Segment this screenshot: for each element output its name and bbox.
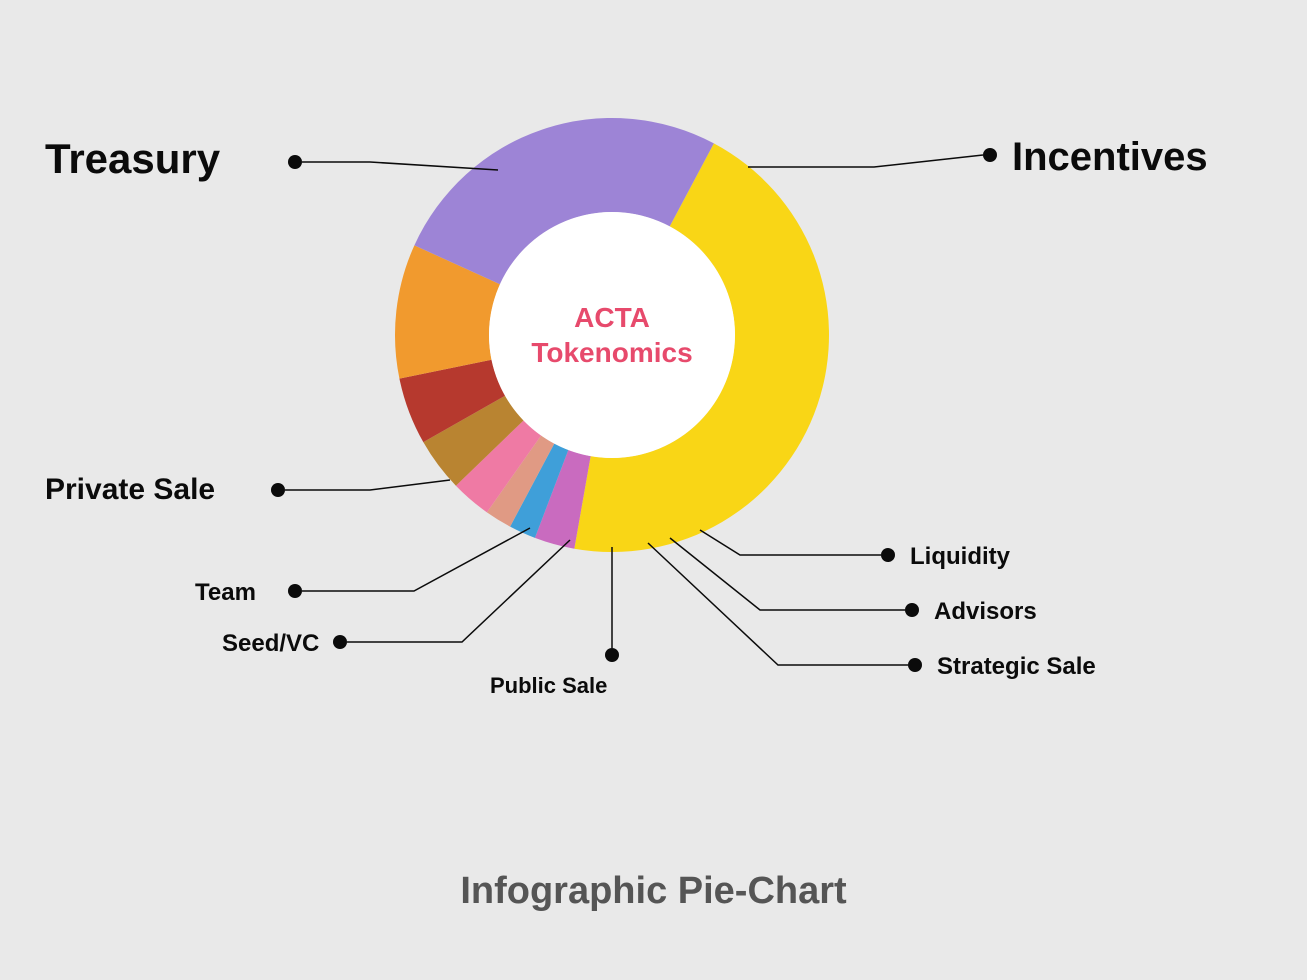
leader-team (302, 528, 530, 591)
label-public-sale: Public Sale (490, 673, 607, 699)
label-liquidity: Liquidity (910, 543, 1010, 571)
center-line-2: Tokenomics (489, 335, 735, 370)
chart-caption: Infographic Pie-Chart (0, 870, 1307, 913)
dot-advisors (905, 603, 919, 617)
dot-public-sale (605, 648, 619, 662)
dot-treasury (288, 155, 302, 169)
chart-stage: ACTA Tokenomics Incentives Liquidity Advis… (0, 0, 1307, 980)
label-treasury: Treasury (45, 135, 220, 183)
dot-incentives (983, 148, 997, 162)
leader-incentives (748, 155, 983, 167)
leader-strategic-sale (648, 543, 908, 665)
dot-liquidity (881, 548, 895, 562)
label-advisors: Advisors (934, 598, 1037, 626)
label-strategic-sale: Strategic Sale (937, 653, 1096, 681)
center-line-1: ACTA (489, 300, 735, 335)
label-incentives: Incentives (1012, 135, 1208, 180)
dot-strategic-sale (908, 658, 922, 672)
chart-center-label: ACTA Tokenomics (489, 300, 735, 370)
dot-private-sale (271, 483, 285, 497)
label-seed-vc: Seed/VC (222, 630, 319, 658)
dot-team (288, 584, 302, 598)
dot-seed-vc (333, 635, 347, 649)
leader-treasury (302, 162, 498, 170)
leader-private-sale (285, 480, 450, 490)
label-private-sale: Private Sale (45, 473, 215, 507)
leader-liquidity (700, 530, 881, 555)
label-team: Team (195, 579, 256, 607)
leader-advisors (670, 538, 905, 610)
